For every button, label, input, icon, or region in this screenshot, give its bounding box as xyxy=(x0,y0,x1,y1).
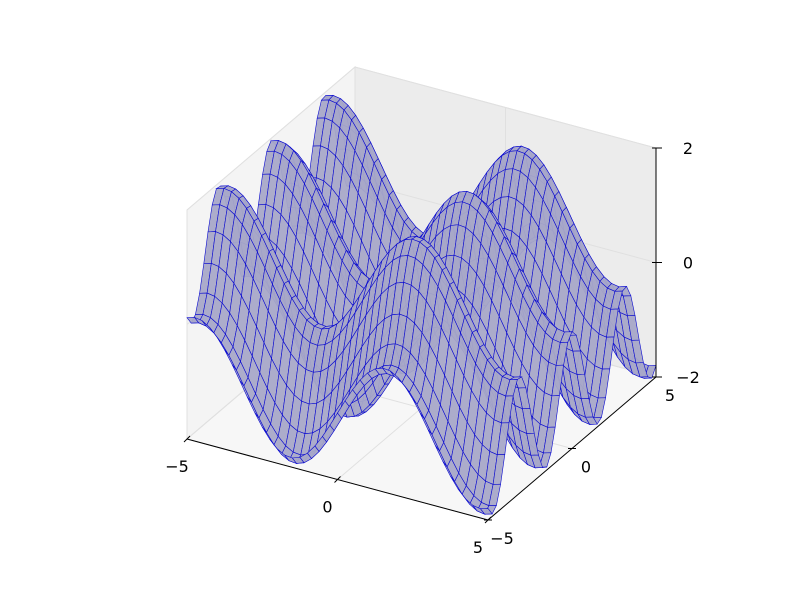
y-tick-label: 5 xyxy=(665,386,675,405)
z-grid-line xyxy=(186,66,657,211)
y-tick-label: 0 xyxy=(581,458,591,477)
z-tick-label: 2 xyxy=(683,139,693,158)
x-tick-label: 0 xyxy=(322,498,332,517)
x-axis-ticks: −5 0 5 xyxy=(165,457,483,557)
z-tick-label: 0 xyxy=(683,254,693,273)
x-tick-label: −5 xyxy=(165,457,189,476)
y-axis-ticks: −5 0 5 xyxy=(490,386,675,548)
surface-patch xyxy=(479,508,493,515)
x-tick-mark xyxy=(334,476,341,483)
z-axis-ticks: −2 0 2 xyxy=(676,139,700,387)
x-tick-label: 5 xyxy=(473,538,483,557)
z-tick-label: −2 xyxy=(676,368,700,387)
surface-mesh xyxy=(186,94,657,515)
y-tick-label: −5 xyxy=(490,529,514,548)
x-tick-mark xyxy=(183,435,191,443)
axis-lines xyxy=(183,147,662,524)
